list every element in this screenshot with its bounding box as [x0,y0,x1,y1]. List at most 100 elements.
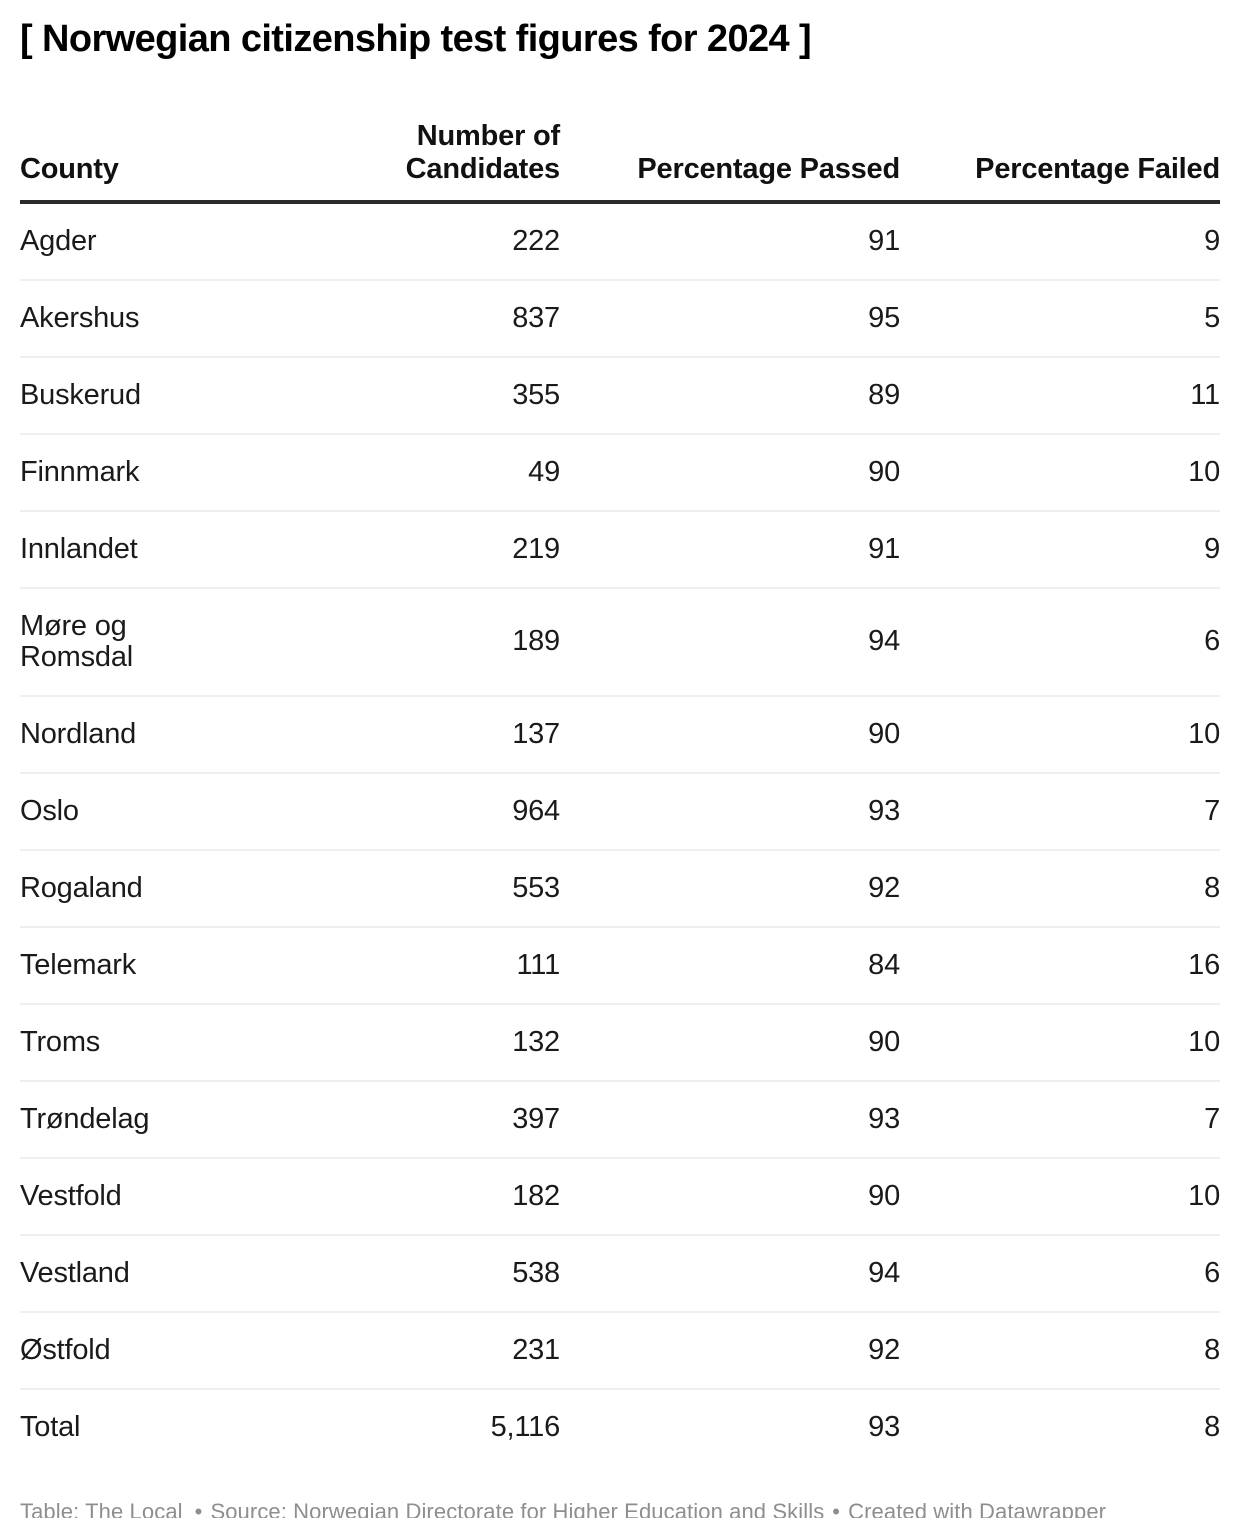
table-row-total: Total 5,116 93 8 [20,1389,1220,1465]
column-header-passed: Percentage Passed [560,119,900,204]
table-row: Finnmark 49 90 10 [20,433,1220,512]
separator-dot: • [832,1498,841,1518]
passed-cell: 93 [868,1410,900,1443]
table-row: Innlandet 219 91 9 [20,510,1220,589]
column-header-county-label: County [20,152,119,185]
table-row: Trøndelag 397 93 7 [20,1080,1220,1159]
passed-cell: 92 [560,849,900,928]
table-row: Østfold 231 92 8 [20,1311,1220,1390]
failed-cell: 8 [900,1311,1220,1390]
source-credit: Source: Norwegian Directorate for Higher… [210,1498,825,1518]
failed-cell: 7 [900,1080,1220,1159]
candidates-cell: 132 [190,1003,560,1082]
failed-cell: 7 [900,772,1220,851]
failed-cell: 9 [900,201,1220,281]
page-title: [ Norwegian citizenship test figures for… [20,18,812,60]
candidates-cell: 5,116 [490,1410,561,1443]
passed-cell: 90 [560,1157,900,1236]
byline: Table: The Local [20,1498,183,1518]
passed-cell: 90 [560,695,900,774]
column-header-county: County [20,119,190,204]
passed-cell: 84 [560,926,900,1005]
candidates-cell: 137 [190,695,560,774]
failed-cell: 10 [900,433,1220,512]
county-cell: Oslo [20,772,190,851]
passed-cell: 95 [560,279,900,358]
candidates-cell: 182 [190,1157,560,1236]
county-cell: Østfold [20,1311,190,1390]
table-row: Akershus 837 95 5 [20,279,1220,358]
county-cell: Innlandet [20,510,190,589]
candidates-cell: 964 [190,772,560,851]
county-cell: Buskerud [20,356,190,435]
county-cell: Nordland [20,695,190,774]
column-header-passed-label: Percentage Passed [637,152,900,185]
failed-cell: 11 [900,356,1220,435]
county-cell: Finnmark [20,433,190,512]
candidates-cell: 219 [190,510,560,589]
table-row: Agder 222 91 9 [20,201,1220,281]
table-header: County Number of Candidates Percentage P… [20,119,1220,204]
failed-cell: 10 [900,695,1220,774]
table-row: Møre og Romsdal 189 94 6 [20,587,1220,697]
table-row: Nordland 137 90 10 [20,695,1220,774]
failed-cell: 5 [900,279,1220,358]
table-row: Oslo 964 93 7 [20,772,1220,851]
table-row: Troms 132 90 10 [20,1003,1220,1082]
failed-cell: 10 [900,1157,1220,1236]
candidates-cell: 553 [190,849,560,928]
county-cell: Troms [20,1003,190,1082]
passed-cell: 89 [560,356,900,435]
county-cell: Vestland [20,1234,190,1313]
failed-cell: 8 [900,849,1220,928]
county-cell: Trøndelag [20,1080,190,1159]
passed-cell: 91 [560,201,900,281]
failed-cell: 8 [1204,1410,1220,1443]
failed-cell: 9 [900,510,1220,589]
failed-cell: 6 [900,587,1220,697]
candidates-cell: 355 [190,356,560,435]
county-cell: Total [20,1410,81,1443]
candidates-cell: 111 [190,926,560,1005]
table-body: Agder 222 91 9 Akershus 837 95 5 Buskerud 355 89 11… [20,201,1220,1465]
candidates-cell: 538 [190,1234,560,1313]
candidates-cell: 837 [190,279,560,358]
passed-cell: 91 [560,510,900,589]
separator-dot: • [194,1498,203,1518]
passed-cell: 93 [560,772,900,851]
county-cell: Akershus [20,279,190,358]
table-row: Vestfold 182 90 10 [20,1157,1220,1236]
candidates-cell: 189 [190,587,560,697]
candidates-cell: 231 [190,1311,560,1390]
citizenship-table: County Number of Candidates Percentage P… [20,119,1220,1465]
column-header-failed-label: Percentage Failed [975,152,1220,185]
passed-cell: 90 [560,1003,900,1082]
datawrapper-credit: Created with Datawrapper [848,1498,1107,1518]
table-row: Buskerud 355 89 11 [20,356,1220,435]
passed-cell: 92 [560,1311,900,1390]
attribution-footer: Table: The Local • Source: Norwegian Direc… [20,1499,1220,1518]
passed-cell: 90 [560,433,900,512]
candidates-cell: 397 [190,1080,560,1159]
county-cell: Telemark [20,926,190,1005]
failed-cell: 10 [900,1003,1220,1082]
passed-cell: 93 [560,1080,900,1159]
column-header-failed: Percentage Failed [900,119,1220,204]
column-header-candidates-label: Number of Candidates [405,119,561,185]
table-row: Rogaland 553 92 8 [20,849,1220,928]
table-row: Telemark 111 84 16 [20,926,1220,1005]
candidates-cell: 49 [190,433,560,512]
county-cell: Møre og Romsdal [20,587,190,697]
county-cell: Rogaland [20,849,190,928]
county-cell: Vestfold [20,1157,190,1236]
failed-cell: 16 [900,926,1220,1005]
county-cell: Agder [20,201,190,281]
header-row: County Number of Candidates Percentage P… [20,119,1220,204]
column-header-candidates: Number of Candidates [190,119,561,204]
failed-cell: 6 [900,1234,1220,1313]
table-row: Vestland 538 94 6 [20,1234,1220,1313]
passed-cell: 94 [560,587,900,697]
candidates-cell: 222 [190,201,560,281]
passed-cell: 94 [560,1234,900,1313]
